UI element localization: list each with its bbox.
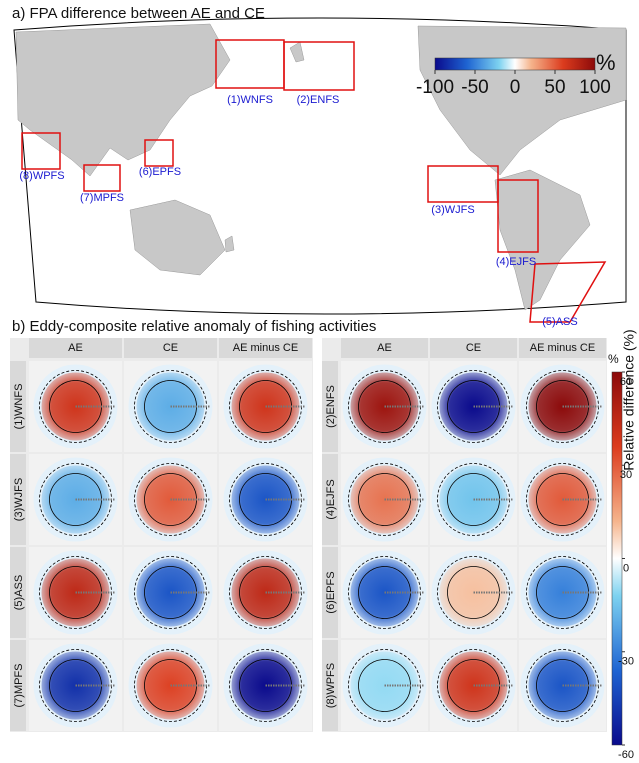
row-header xyxy=(10,361,26,452)
colorbar-a-tick-label: 100 xyxy=(579,77,611,98)
region-box xyxy=(21,132,61,170)
column-header-label: AE minus CE xyxy=(233,342,298,354)
colorbar-b-unit: % xyxy=(608,352,619,366)
colorbar-a-tick-label: 0 xyxy=(510,77,521,98)
column-header xyxy=(341,338,428,358)
colorbar-a-tick-label: -50 xyxy=(461,77,488,98)
colorbar-b-tick-label: -60 xyxy=(618,749,634,758)
region-label: (7)MPFS xyxy=(80,192,124,204)
row-label: (6)EPFS xyxy=(325,571,337,613)
row-header xyxy=(10,454,26,545)
region-label: (4)EJFS xyxy=(496,256,536,268)
colorbar-b-tick-label: 60 xyxy=(620,376,632,388)
region-box xyxy=(144,139,174,167)
panel-b-title: b) Eddy-composite relative anomaly of fi… xyxy=(12,318,376,335)
region-label: (8)WPFS xyxy=(19,170,64,182)
column-header-label: CE xyxy=(466,342,481,354)
column-header-label: AE minus CE xyxy=(530,342,595,354)
row-header xyxy=(322,547,338,638)
region-boxes xyxy=(21,39,607,323)
row-header xyxy=(322,361,338,452)
panel-a-title: a) FPA difference between AE and CE xyxy=(12,5,265,22)
colorbar-a-unit: % xyxy=(596,50,616,75)
row-label: (7)MPFS xyxy=(13,664,25,708)
row-header xyxy=(10,547,26,638)
row-label: (8)WPFS xyxy=(325,663,337,708)
region-label: (2)ENFS xyxy=(297,94,340,106)
region-label: (1)WNFS xyxy=(227,94,273,106)
region-label: (3)WJFS xyxy=(431,204,474,216)
colorbar-b-tick-label: 0 xyxy=(623,562,629,574)
colorbar-b-label: Relative difference (%) xyxy=(621,329,637,470)
column-header-label: AE xyxy=(68,342,83,354)
colorbar-b-tick-label: 30 xyxy=(620,469,632,481)
row-label: (2)ENFS xyxy=(325,385,337,428)
row-label: (5)ASS xyxy=(13,575,25,610)
colorbar-a-tick-label: -100 xyxy=(416,77,454,98)
column-header-label: CE xyxy=(163,342,178,354)
colorbar-a: % xyxy=(434,50,616,75)
column-header xyxy=(219,338,312,358)
column-header xyxy=(430,338,517,358)
region-box xyxy=(83,164,121,192)
colorbar-b-tick-label: -30 xyxy=(618,656,634,668)
row-label: (3)WJFS xyxy=(13,478,25,521)
row-label: (4)EJFS xyxy=(325,479,337,519)
colorbar-a-tick-label: 50 xyxy=(544,77,565,98)
region-label: (6)EPFS xyxy=(139,166,181,178)
column-header xyxy=(124,338,217,358)
colorbar-a-scale xyxy=(434,57,596,71)
row-header xyxy=(322,640,338,731)
row-header xyxy=(10,640,26,731)
row-label: (1)WNFS xyxy=(13,384,25,430)
region-box xyxy=(529,261,607,323)
row-header xyxy=(322,454,338,545)
column-header xyxy=(29,338,122,358)
region-label: (5)ASS xyxy=(542,316,577,328)
column-header xyxy=(519,338,606,358)
region-box xyxy=(283,41,355,91)
column-header-label: AE xyxy=(377,342,392,354)
region-box xyxy=(497,179,539,253)
